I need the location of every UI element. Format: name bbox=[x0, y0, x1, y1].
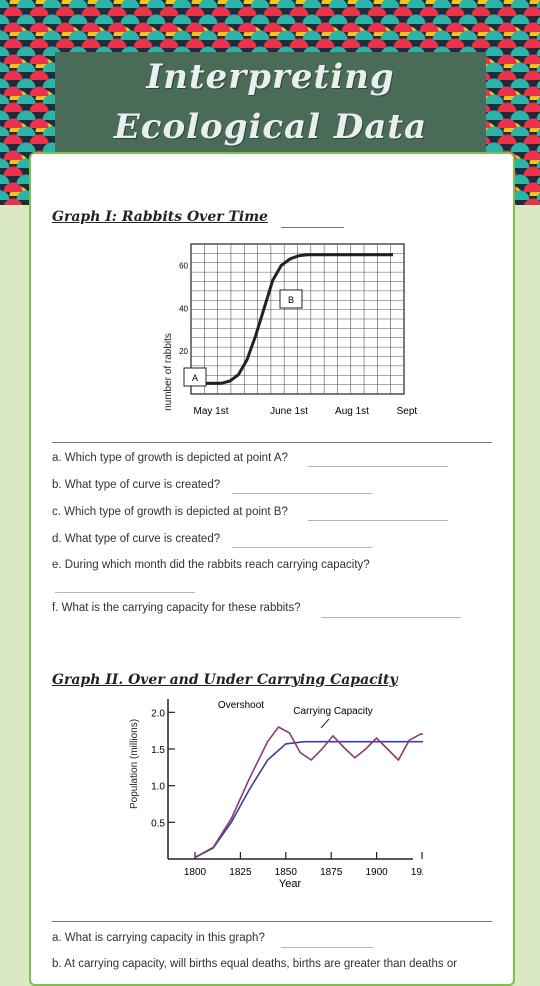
point-a-label: A bbox=[192, 373, 198, 383]
x-tick-label: 1925 bbox=[411, 867, 423, 878]
answer-blank[interactable] bbox=[55, 592, 195, 593]
rabbit-growth-curve bbox=[204, 253, 393, 385]
x-tick-label: Aug 1st bbox=[335, 406, 369, 417]
annotation-pointer bbox=[320, 718, 330, 729]
x-tick-label: 1800 bbox=[184, 867, 207, 878]
question-d: d. What type of curve is created? bbox=[52, 533, 221, 545]
x-tick-label: 1900 bbox=[365, 867, 388, 878]
carrying-capacity-line bbox=[194, 740, 423, 859]
x-tick-label: Sept 1st bbox=[397, 406, 421, 417]
heading-underline-extension bbox=[281, 227, 344, 228]
answer-blank[interactable] bbox=[308, 466, 448, 467]
answer-blank[interactable] bbox=[321, 617, 461, 618]
answer-blank[interactable] bbox=[308, 520, 448, 521]
question-f: f. What is the carrying capacity for the… bbox=[52, 602, 301, 614]
x-axis-label-2: Year bbox=[279, 878, 302, 890]
x-tick-label: 1850 bbox=[275, 867, 298, 878]
carrying-capacity-annotation: Carrying Capacity bbox=[293, 706, 372, 717]
x-tick-label: May 1st bbox=[193, 406, 228, 417]
x-tick-label: 1825 bbox=[229, 867, 252, 878]
y-tick-label: 40 bbox=[179, 304, 188, 313]
section-divider-2 bbox=[52, 921, 492, 922]
answer-blank[interactable] bbox=[232, 547, 372, 548]
y-tick-label: 60 bbox=[179, 261, 188, 270]
y-tick-label: 1.0 bbox=[151, 782, 165, 793]
x-tick-label: 1875 bbox=[320, 867, 343, 878]
y-tick-label: 20 bbox=[179, 347, 188, 356]
y-tick-label: 0.5 bbox=[151, 818, 165, 829]
graph1-heading: Graph I: Rabbits Over Time bbox=[52, 209, 268, 225]
y-axis-label-2: Population (millions) bbox=[129, 719, 140, 809]
answer-blank[interactable] bbox=[281, 947, 373, 948]
point-a-box bbox=[183, 367, 207, 387]
question2-b: b. At carrying capacity, will births equ… bbox=[52, 958, 458, 970]
carrying-capacity-chart: Population (millions) 0.5 1.0 1.5 2.0 1800 1… bbox=[129, 699, 423, 890]
y-tick-label: 1.5 bbox=[151, 745, 165, 756]
title-banner: Interpreting Ecological Data bbox=[55, 52, 486, 152]
question-a: a. Which type of growth is depicted at p… bbox=[52, 452, 288, 464]
y-axis-label: number of rabbits bbox=[163, 333, 174, 411]
answer-blank[interactable] bbox=[232, 493, 372, 494]
worksheet-card: Graph I: Rabbits Over Time number of rab… bbox=[29, 152, 515, 986]
y-tick-label: 2.0 bbox=[151, 708, 165, 719]
x-tick-label: June 1st bbox=[270, 406, 308, 417]
title-line-1: Interpreting bbox=[146, 57, 395, 97]
question-c: c. Which type of growth is depicted at p… bbox=[52, 506, 288, 518]
population-line bbox=[194, 725, 423, 859]
question-e: e. During which month did the rabbits re… bbox=[52, 559, 370, 571]
overshoot-annotation: Overshoot bbox=[218, 700, 264, 711]
title-line-2: Ecological Data bbox=[113, 107, 428, 147]
graph2-heading: Graph II. Over and Under Carrying Capaci… bbox=[52, 672, 398, 688]
section-divider bbox=[52, 442, 492, 443]
question-b: b. What type of curve is created? bbox=[52, 479, 221, 491]
point-b-label: B bbox=[288, 295, 294, 305]
question2-a: a. What is carrying capacity in this gra… bbox=[52, 932, 265, 944]
point-b-box bbox=[279, 289, 303, 309]
